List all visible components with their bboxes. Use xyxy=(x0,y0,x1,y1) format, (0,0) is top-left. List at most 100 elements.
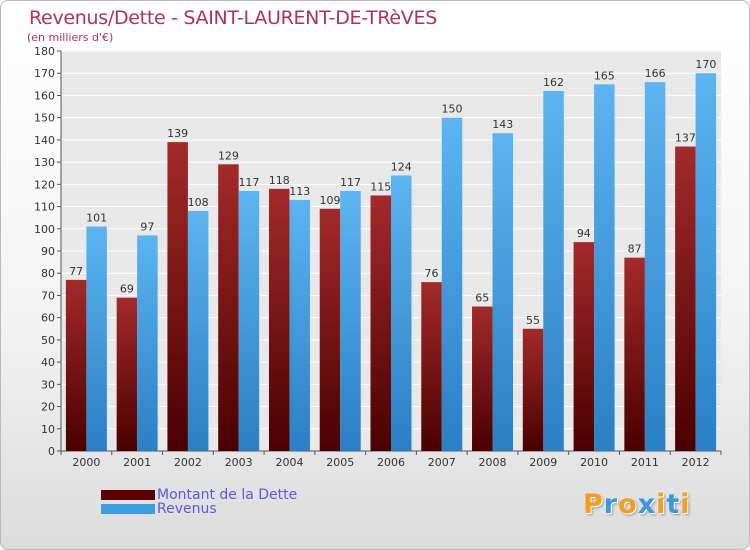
logo-letter: i xyxy=(680,489,691,520)
legend-label-revenus: Revenus xyxy=(157,501,217,517)
y-tick-label: 150 xyxy=(34,112,55,125)
logo-letter: x xyxy=(637,489,657,520)
bar-revenus xyxy=(187,211,209,451)
y-tick-label: 50 xyxy=(41,334,55,347)
bars xyxy=(65,73,717,452)
value-label-debt: 129 xyxy=(218,149,239,162)
bar-debt xyxy=(116,297,138,451)
y-tick-label: 30 xyxy=(41,378,55,391)
value-label-revenus: 108 xyxy=(188,196,209,209)
value-label-revenus: 97 xyxy=(140,220,154,233)
value-label-revenus: 165 xyxy=(594,69,615,82)
bar-revenus xyxy=(238,191,260,451)
y-tick-label: 180 xyxy=(34,45,55,58)
proxiti-logo: Proxiti xyxy=(583,489,691,520)
bar-debt xyxy=(472,306,493,451)
logo-letter: P xyxy=(583,489,604,520)
value-label-revenus: 166 xyxy=(645,67,666,80)
value-label-debt: 76 xyxy=(425,267,439,280)
x-tick-label: 2001 xyxy=(123,456,151,469)
y-tick-label: 10 xyxy=(41,423,55,436)
x-tick-label: 2012 xyxy=(682,456,710,469)
x-tick-label: 2009 xyxy=(529,456,557,469)
value-label-debt: 87 xyxy=(628,243,642,256)
logo-letter: t xyxy=(666,489,681,520)
x-tick-label: 2011 xyxy=(631,456,659,469)
y-tick-label: 60 xyxy=(41,312,55,325)
bar-revenus xyxy=(492,133,514,451)
x-axis-labels: 2000 2001 2002 2003 2004 2005 2006 2007 2008 2009… xyxy=(60,451,722,469)
value-label-revenus: 117 xyxy=(238,176,259,189)
x-tick-label: 2005 xyxy=(326,456,354,469)
bar-revenus xyxy=(644,82,666,451)
y-tick-label: 70 xyxy=(41,289,55,302)
value-label-revenus: 113 xyxy=(289,185,310,198)
y-tick-label: 90 xyxy=(41,245,55,258)
y-axis-labels: 0 10 20 30 40 50 60 70 80 90 100 110 120 130 140 150 160… xyxy=(34,45,55,458)
value-label-debt: 109 xyxy=(319,194,340,207)
value-label-debt: 118 xyxy=(269,174,290,187)
value-label-debt: 77 xyxy=(69,265,83,278)
bar-revenus xyxy=(695,73,717,451)
legend-swatch-revenus xyxy=(101,504,155,514)
y-tick-label: 160 xyxy=(34,89,55,102)
value-label-revenus: 162 xyxy=(543,76,564,89)
x-tick-label: 2010 xyxy=(580,456,608,469)
legend-swatch-debt xyxy=(101,490,155,500)
x-tick-label: 2004 xyxy=(275,456,303,469)
bar-debt xyxy=(522,328,544,451)
bar-debt xyxy=(268,188,290,451)
y-tick-label: 40 xyxy=(41,356,55,369)
bar-debt xyxy=(167,142,188,451)
bar-revenus xyxy=(441,117,463,452)
bar-revenus xyxy=(137,235,158,451)
bar-revenus xyxy=(391,175,412,451)
x-tick-label: 2006 xyxy=(377,456,405,469)
logo-letter: o xyxy=(618,489,638,520)
legend-label-debt: Montant de la Dette xyxy=(157,487,298,503)
value-label-debt: 139 xyxy=(167,127,188,140)
value-label-debt: 69 xyxy=(120,283,134,296)
bar-debt xyxy=(421,282,442,451)
bar-revenus xyxy=(340,191,361,451)
y-tick-label: 0 xyxy=(48,445,55,458)
bar-debt xyxy=(218,164,239,452)
bar-debt xyxy=(319,208,341,451)
y-tick-label: 100 xyxy=(34,223,55,236)
bar-debt xyxy=(370,195,391,451)
x-tick-label: 2008 xyxy=(479,456,507,469)
value-label-debt: 55 xyxy=(526,314,540,327)
value-label-revenus: 101 xyxy=(86,212,107,225)
bar-revenus xyxy=(86,226,107,451)
bar-revenus xyxy=(543,91,564,451)
bar-revenus xyxy=(594,84,615,451)
value-label-revenus: 150 xyxy=(442,103,463,116)
chart-title: Revenus/Dette - SAINT-LAURENT-DE-TRèVES xyxy=(29,7,437,29)
logo-letter: r xyxy=(603,489,619,520)
value-label-debt: 115 xyxy=(370,180,391,193)
value-label-revenus: 143 xyxy=(492,118,513,131)
value-label-debt: 94 xyxy=(577,227,591,240)
bar-debt xyxy=(675,146,696,452)
y-tick-label: 80 xyxy=(41,267,55,280)
bar-debt xyxy=(624,257,645,451)
value-label-debt: 137 xyxy=(675,132,696,145)
y-tick-label: 140 xyxy=(34,134,55,147)
value-label-revenus: 124 xyxy=(391,160,412,173)
chart-subtitle: (en milliers d'€) xyxy=(27,31,114,44)
y-tick-label: 170 xyxy=(34,67,55,80)
y-tick-label: 110 xyxy=(34,201,55,214)
y-tick-label: 20 xyxy=(41,401,55,414)
bar-revenus xyxy=(289,199,310,451)
bar-debt xyxy=(65,279,87,451)
x-tick-label: 2003 xyxy=(225,456,253,469)
y-tick-label: 120 xyxy=(34,178,55,191)
logo-letter: i xyxy=(656,489,667,520)
x-tick-label: 2002 xyxy=(174,456,202,469)
value-label-revenus: 170 xyxy=(695,58,716,71)
value-label-debt: 65 xyxy=(475,292,489,305)
x-tick-label: 2000 xyxy=(72,456,100,469)
bar-debt xyxy=(573,242,595,451)
